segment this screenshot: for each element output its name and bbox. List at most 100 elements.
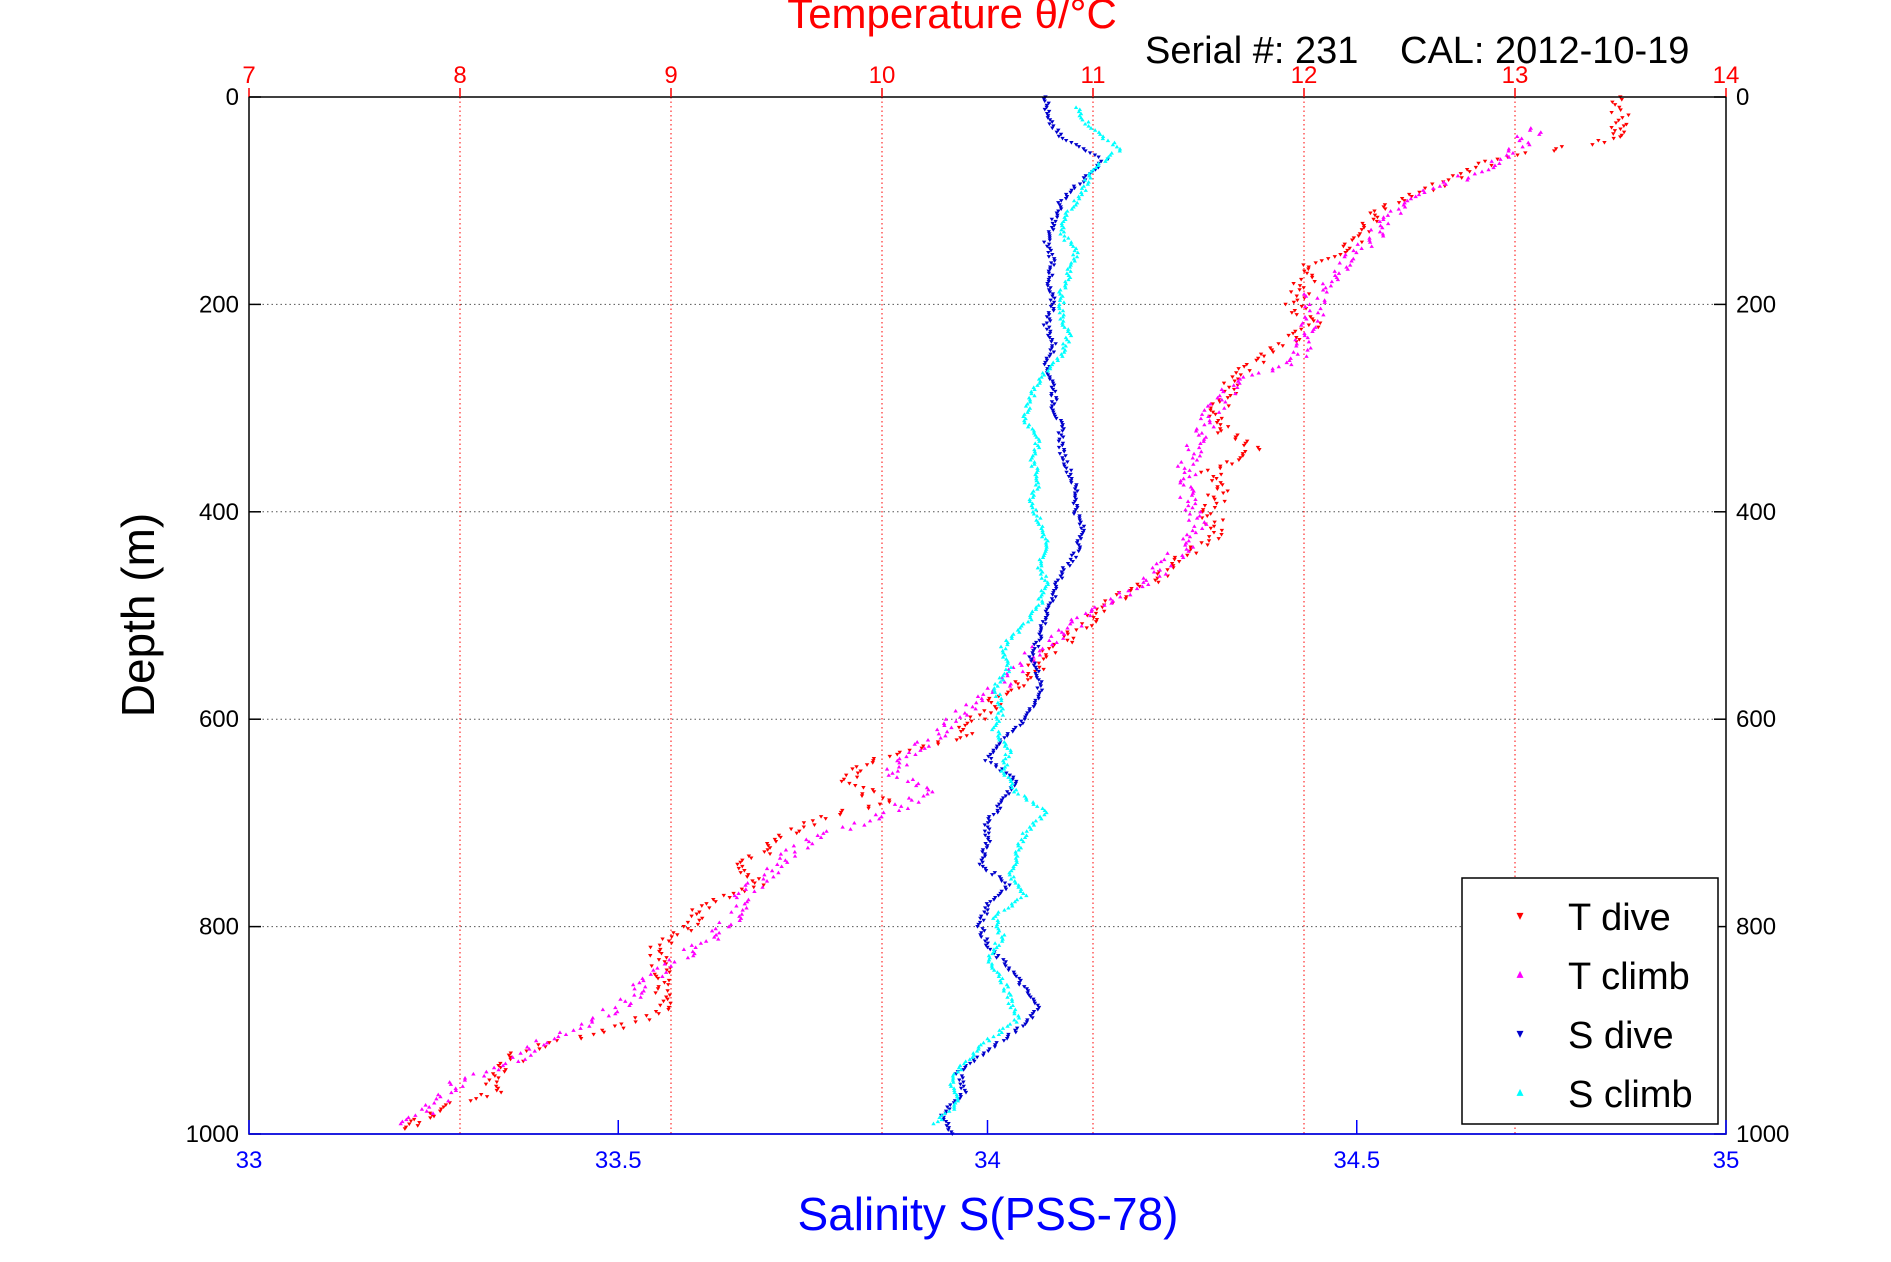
data-point [1042,362,1047,367]
data-point [1058,418,1064,423]
data-point [1219,528,1225,533]
data-point [1213,412,1218,417]
data-point [1089,607,1095,611]
data-point [1072,493,1078,498]
data-point [993,895,998,900]
data-point [1032,642,1037,647]
data-point [1039,680,1044,684]
data-point [998,704,1004,709]
data-point [961,1080,966,1085]
data-point [1000,650,1006,655]
data-point [1294,313,1299,317]
data-point [742,901,747,906]
data-point [1304,354,1309,358]
data-point [935,740,941,745]
data-point [1075,506,1080,510]
data-point [648,972,654,976]
data-point [1216,410,1222,414]
data-point [1046,313,1052,317]
data-point [1482,159,1488,164]
data-point [1360,221,1365,226]
data-point [1039,576,1044,580]
data-point [776,870,781,875]
data-point [1064,213,1069,217]
data-point [1044,358,1050,363]
data-point [1158,559,1164,564]
data-point [1201,437,1207,441]
data-point [1034,476,1039,481]
data-point [1044,542,1049,547]
data-point [1046,269,1051,274]
data-point [1190,505,1195,510]
data-point [1198,470,1204,475]
data-point [1039,626,1044,630]
data-point [1199,430,1205,435]
data-point [1059,227,1064,232]
data-point [1018,845,1024,850]
data-point [873,812,878,817]
data-point [1038,630,1043,635]
data-point [1018,723,1023,728]
data-point [952,1088,957,1093]
data-point [1005,1034,1011,1039]
data-point [1000,677,1006,682]
data-point [1006,792,1012,796]
data-point [1237,381,1242,385]
data-point [1184,547,1189,551]
data-point [1349,258,1354,263]
data-point [1074,541,1080,545]
data-point [987,1038,992,1043]
data-point [1065,630,1070,635]
data-point [544,1040,550,1045]
data-point [1207,418,1212,423]
data-point [503,1061,508,1066]
data-point [666,978,672,983]
data-point [1025,989,1031,993]
data-point [1064,337,1070,342]
data-point [1075,539,1080,543]
data-point [1032,460,1037,464]
depth-tick-label-left: 200 [199,291,239,318]
data-point [1061,435,1066,440]
data-point [1291,350,1296,354]
data-point [1033,698,1038,703]
data-point [1032,701,1038,705]
data-point [1321,312,1326,317]
data-point [698,941,704,945]
data-point [957,715,963,719]
data-point [837,813,843,817]
data-point [1295,298,1300,303]
data-point [1537,132,1542,136]
data-point [1025,711,1030,715]
data-point [407,1122,412,1127]
cal-label: CAL: 2012-10-19 [1400,30,1689,72]
data-point [1117,146,1123,151]
data-point [1308,315,1313,319]
data-point [1141,576,1146,580]
data-point [648,945,653,950]
data-point [1004,692,1009,697]
data-point [1129,586,1134,591]
data-point [1003,667,1009,672]
data-point [1010,903,1015,908]
data-point [1413,194,1418,199]
data-point [1054,396,1059,400]
data-point [1202,503,1208,508]
data-point [1058,574,1063,579]
data-point [1206,535,1212,539]
data-point [493,1084,499,1089]
data-point [1027,499,1033,504]
data-point [498,1061,503,1066]
data-point [1238,456,1243,460]
data-point [1212,506,1218,510]
data-point [854,775,860,780]
data-point [1198,416,1204,421]
x-axis-label: Salinity S(PSS-78) [798,1188,1179,1240]
data-point [1258,352,1264,357]
data-point [961,1068,966,1072]
data-point [1030,505,1035,510]
data-point [983,759,988,763]
data-point [1422,190,1427,195]
data-point [1073,497,1079,502]
data-point [904,754,909,759]
